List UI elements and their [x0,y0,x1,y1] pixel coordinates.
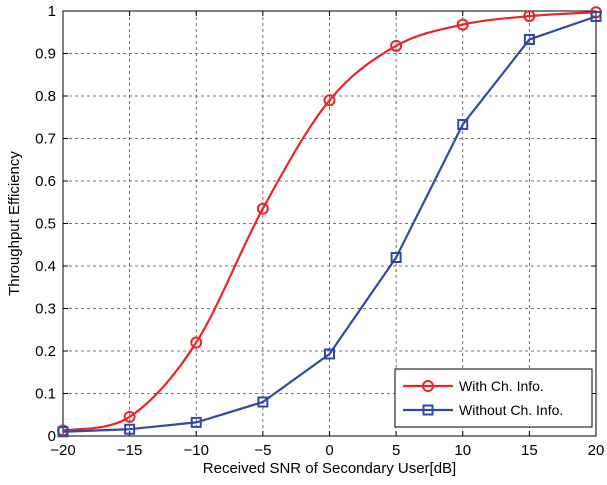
x-tick-label: −20 [50,442,75,459]
chart-legend: With Ch. Info. Without Ch. Info. [394,368,593,428]
series-2-point [523,33,535,45]
series-2-point [190,416,202,428]
x-tick-label: 5 [392,442,400,459]
y-tick-label: 0.8 [35,88,56,105]
series-2-line [62,15,597,433]
x-tick-label: 20 [588,442,605,459]
legend-box [394,368,593,428]
series-2-point [324,348,335,360]
y-tick-label: 0.3 [35,301,56,318]
series-1-point [390,39,403,52]
data-series [57,6,602,438]
y-tick-label: 0.1 [35,386,56,403]
legend-item-2: Without Ch. Info. [403,402,563,418]
y-tick-label: 1 [48,3,56,20]
series-1-point [456,18,469,31]
series-1-point [123,410,136,423]
series-1-point [256,202,269,215]
legend-swatch-marker [422,404,434,416]
x-tick-label: 15 [521,442,538,459]
series-1-point [523,10,536,23]
x-tick-label: −15 [117,442,142,459]
series-2-point [57,426,69,438]
legend-label: Without Ch. Info. [459,402,563,418]
series-2-point [390,252,402,263]
x-axis-label: Received SNR of Secondary User[dB] [203,460,456,477]
y-tick-label: 0.6 [35,173,56,190]
legend-swatch-marker [422,380,434,392]
x-tick-label: 0 [325,442,333,459]
y-tick-label: 0.7 [35,131,56,148]
y-tick-label: 0 [48,428,56,445]
y-tick-label: 0.2 [35,343,56,360]
y-tick-label: 0.5 [35,216,56,233]
x-tick-label: −5 [254,442,271,459]
axis-ticks: −20 −15 −10 −5 0 5 10 15 20 0 0.1 0.2 0.3 0.4 0.5 0.6 0.… [35,3,604,459]
series-2-point [124,423,136,435]
legend-label: With Ch. Info. [459,378,544,394]
series-2-point [257,396,269,408]
y-tick-label: 0.9 [35,46,56,63]
series-2 [57,11,602,438]
y-axis-label: Throughput Efficiency [6,151,23,296]
x-tick-label: −10 [184,442,209,459]
y-tick-label: 0.4 [35,258,56,275]
series-1-line [62,11,597,432]
series-1-point [190,336,203,349]
series-2-point [590,11,602,23]
series-1-point [323,94,336,107]
legend-item-1: With Ch. Info. [403,378,544,394]
series-2-point [457,118,469,130]
x-tick-label: 10 [454,442,471,459]
